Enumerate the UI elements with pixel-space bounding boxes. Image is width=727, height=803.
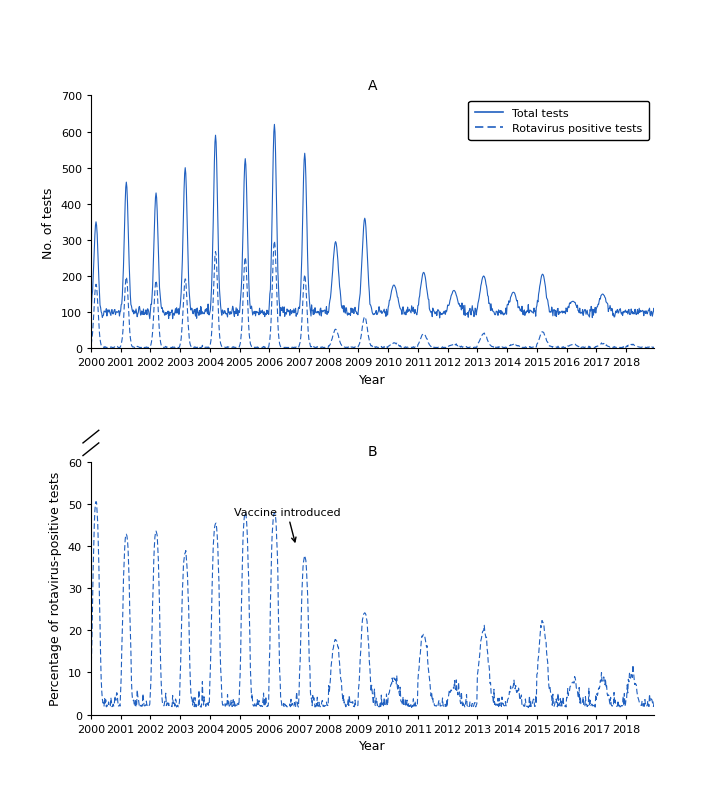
Title: A: A: [368, 79, 377, 92]
Legend: Total tests, Rotavirus positive tests: Total tests, Rotavirus positive tests: [468, 102, 648, 141]
Y-axis label: Percentage of rotavirus-positive tests: Percentage of rotavirus-positive tests: [49, 471, 63, 706]
Text: Vaccine introduced: Vaccine introduced: [234, 507, 340, 542]
Title: B: B: [368, 444, 377, 459]
X-axis label: Year: Year: [359, 373, 386, 386]
Y-axis label: No. of tests: No. of tests: [42, 187, 55, 259]
X-axis label: Year: Year: [359, 740, 386, 752]
